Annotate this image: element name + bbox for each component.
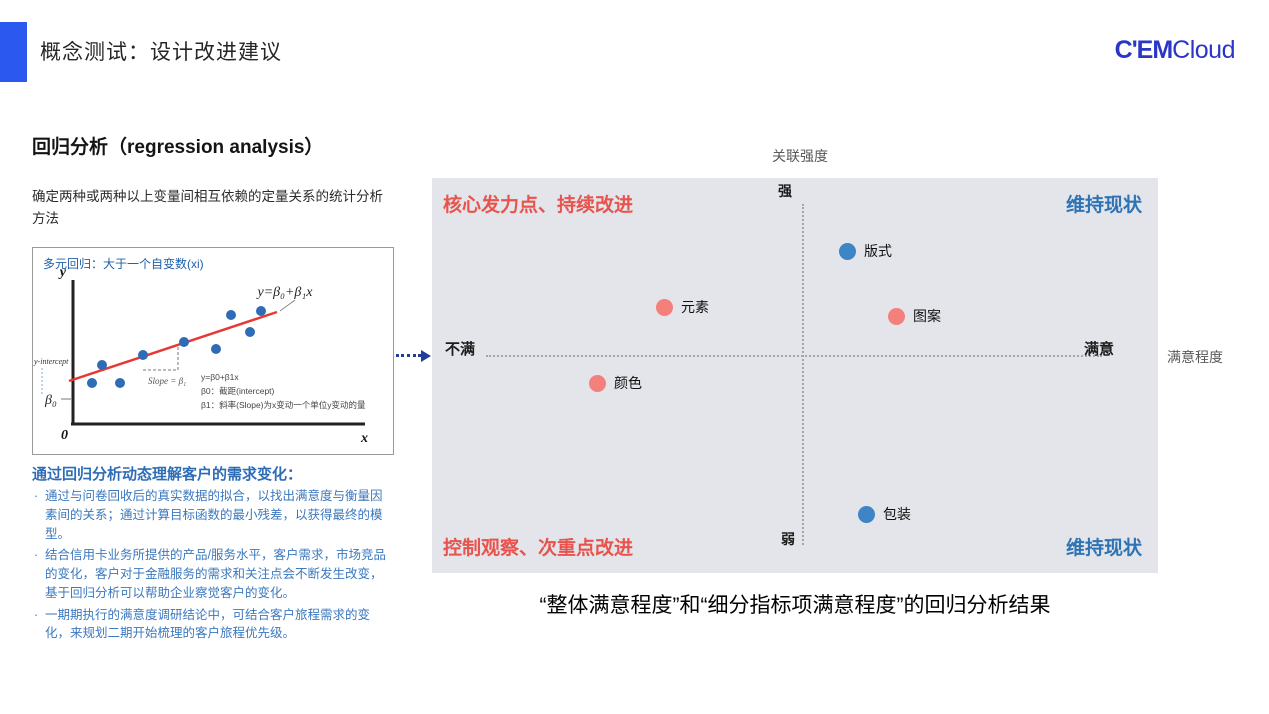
section-title-regression: 回归分析（regression analysis）: [32, 137, 324, 158]
regression-figure: 多元回归：大于一个自变数(xi) y x 0 Slope = β₁ y=β₀+β…: [32, 247, 394, 455]
quadrant-point: 图案: [888, 306, 941, 326]
tick-dissatisfied: 不满: [445, 341, 476, 358]
quadrant-label-top-left: 核心发力点、持续改进: [443, 195, 634, 216]
tick-weak: 弱: [781, 531, 795, 547]
logo-text-regular: Cloud: [1172, 36, 1235, 64]
quadrant-vertical-axis: [802, 204, 804, 545]
quadrant-y-axis-title: 关联强度: [772, 148, 828, 164]
quadrant-label-top-right: 维持现状: [1065, 195, 1142, 216]
insight-heading: 通过回归分析动态理解客户的需求变化：: [32, 466, 303, 483]
flow-arrow-head: [421, 350, 431, 362]
figure-scatter-dots: [87, 306, 266, 388]
title-accent-bar: [0, 22, 27, 82]
quadrant-x-axis-title: 满意程度: [1167, 349, 1223, 365]
bullet-item: 一期期执行的满意度调研结论中，可结合客户旅程需求的变化，来规划二期开始梳理的客户…: [32, 606, 386, 644]
bullet-list: 通过与问卷回收后的真实数据的拟合，以找出满意度与衡量因素间的关系；通过计算目标函…: [32, 487, 386, 646]
regression-line: [68, 310, 278, 383]
point-label: 包装: [883, 506, 911, 522]
bullet-item: 结合信用卡业务所提供的产品/服务水平，客户需求，市场竞品的变化，客户对于金融服务…: [32, 546, 386, 602]
logo-text-bold: C'EM: [1114, 36, 1173, 64]
figure-scatter-dot: [87, 378, 97, 388]
point-dot: [656, 298, 673, 316]
figure-note-3: β1：斜率(Slope)为x变动一个单位y变动的量: [201, 400, 366, 410]
point-label: 颜色: [614, 375, 642, 391]
quadrant-point: 包装: [858, 504, 911, 524]
figure-y-label: y: [58, 265, 67, 280]
quadrant-panel: 强 弱 不满 满意 核心发力点、持续改进 维持现状 控制观察、次重点改进 维持现…: [432, 178, 1158, 573]
bullet-item: 通过与问卷回收后的真实数据的拟合，以找出满意度与衡量因素间的关系；通过计算目标函…: [32, 487, 386, 543]
figure-scatter-dot: [115, 378, 125, 388]
point-label: 元素: [681, 299, 709, 315]
equation-label: y=β₀+β₁x: [255, 285, 313, 300]
quadrant-point: 元素: [656, 297, 709, 317]
figure-scatter-dot: [211, 344, 221, 354]
figure-scatter-dot: [245, 327, 255, 337]
figure-scatter-dot: [138, 350, 148, 360]
figure-note-2: β0：截距(intercept): [201, 386, 275, 396]
page-title: 概念测试：设计改进建议: [40, 41, 282, 64]
y-intercept-label: y-intercept: [33, 357, 69, 366]
point-dot: [888, 307, 905, 325]
point-dot: [839, 242, 856, 260]
figure-scatter-dot: [179, 337, 189, 347]
figure-scatter-dot: [97, 360, 107, 370]
figure-note-1: y=β0+β1x: [201, 372, 239, 382]
regression-figure-svg: 多元回归：大于一个自变数(xi) y x 0 Slope = β₁ y=β₀+β…: [33, 256, 368, 446]
quadrant-label-bottom-left: 控制观察、次重点改进: [443, 538, 634, 559]
quadrant-point: 版式: [839, 241, 892, 261]
figure-scatter-dot: [226, 310, 236, 320]
beta0-label: β₀: [44, 393, 57, 408]
tick-strong: 强: [778, 183, 792, 199]
point-dot: [589, 374, 606, 392]
point-dot: [858, 505, 875, 523]
quadrant-label-bottom-right: 维持现状: [1065, 538, 1142, 559]
quadrant-horizontal-axis: [486, 355, 1102, 357]
quadrant-point: 颜色: [589, 373, 642, 393]
flow-arrow: [396, 349, 434, 363]
flow-arrow-line: [396, 354, 421, 357]
slope-label: Slope = β₁: [148, 376, 186, 386]
chart-caption: “整体满意程度”和“细分指标项满意程度”的回归分析结果: [539, 594, 1051, 617]
figure-origin-label: 0: [61, 428, 68, 443]
equation-pointer-line: [279, 299, 296, 312]
point-label: 版式: [864, 243, 892, 259]
figure-title: 多元回归：大于一个自变数(xi): [43, 256, 204, 271]
figure-scatter-dot: [256, 306, 266, 316]
point-label: 图案: [913, 308, 941, 324]
cemcloud-logo: C'EMCloud: [1114, 36, 1236, 65]
regression-description: 确定两种或两种以上变量间相互依赖的定量关系的统计分析方法: [32, 189, 383, 227]
tick-satisfied: 满意: [1083, 341, 1114, 358]
figure-x-label: x: [360, 431, 368, 446]
